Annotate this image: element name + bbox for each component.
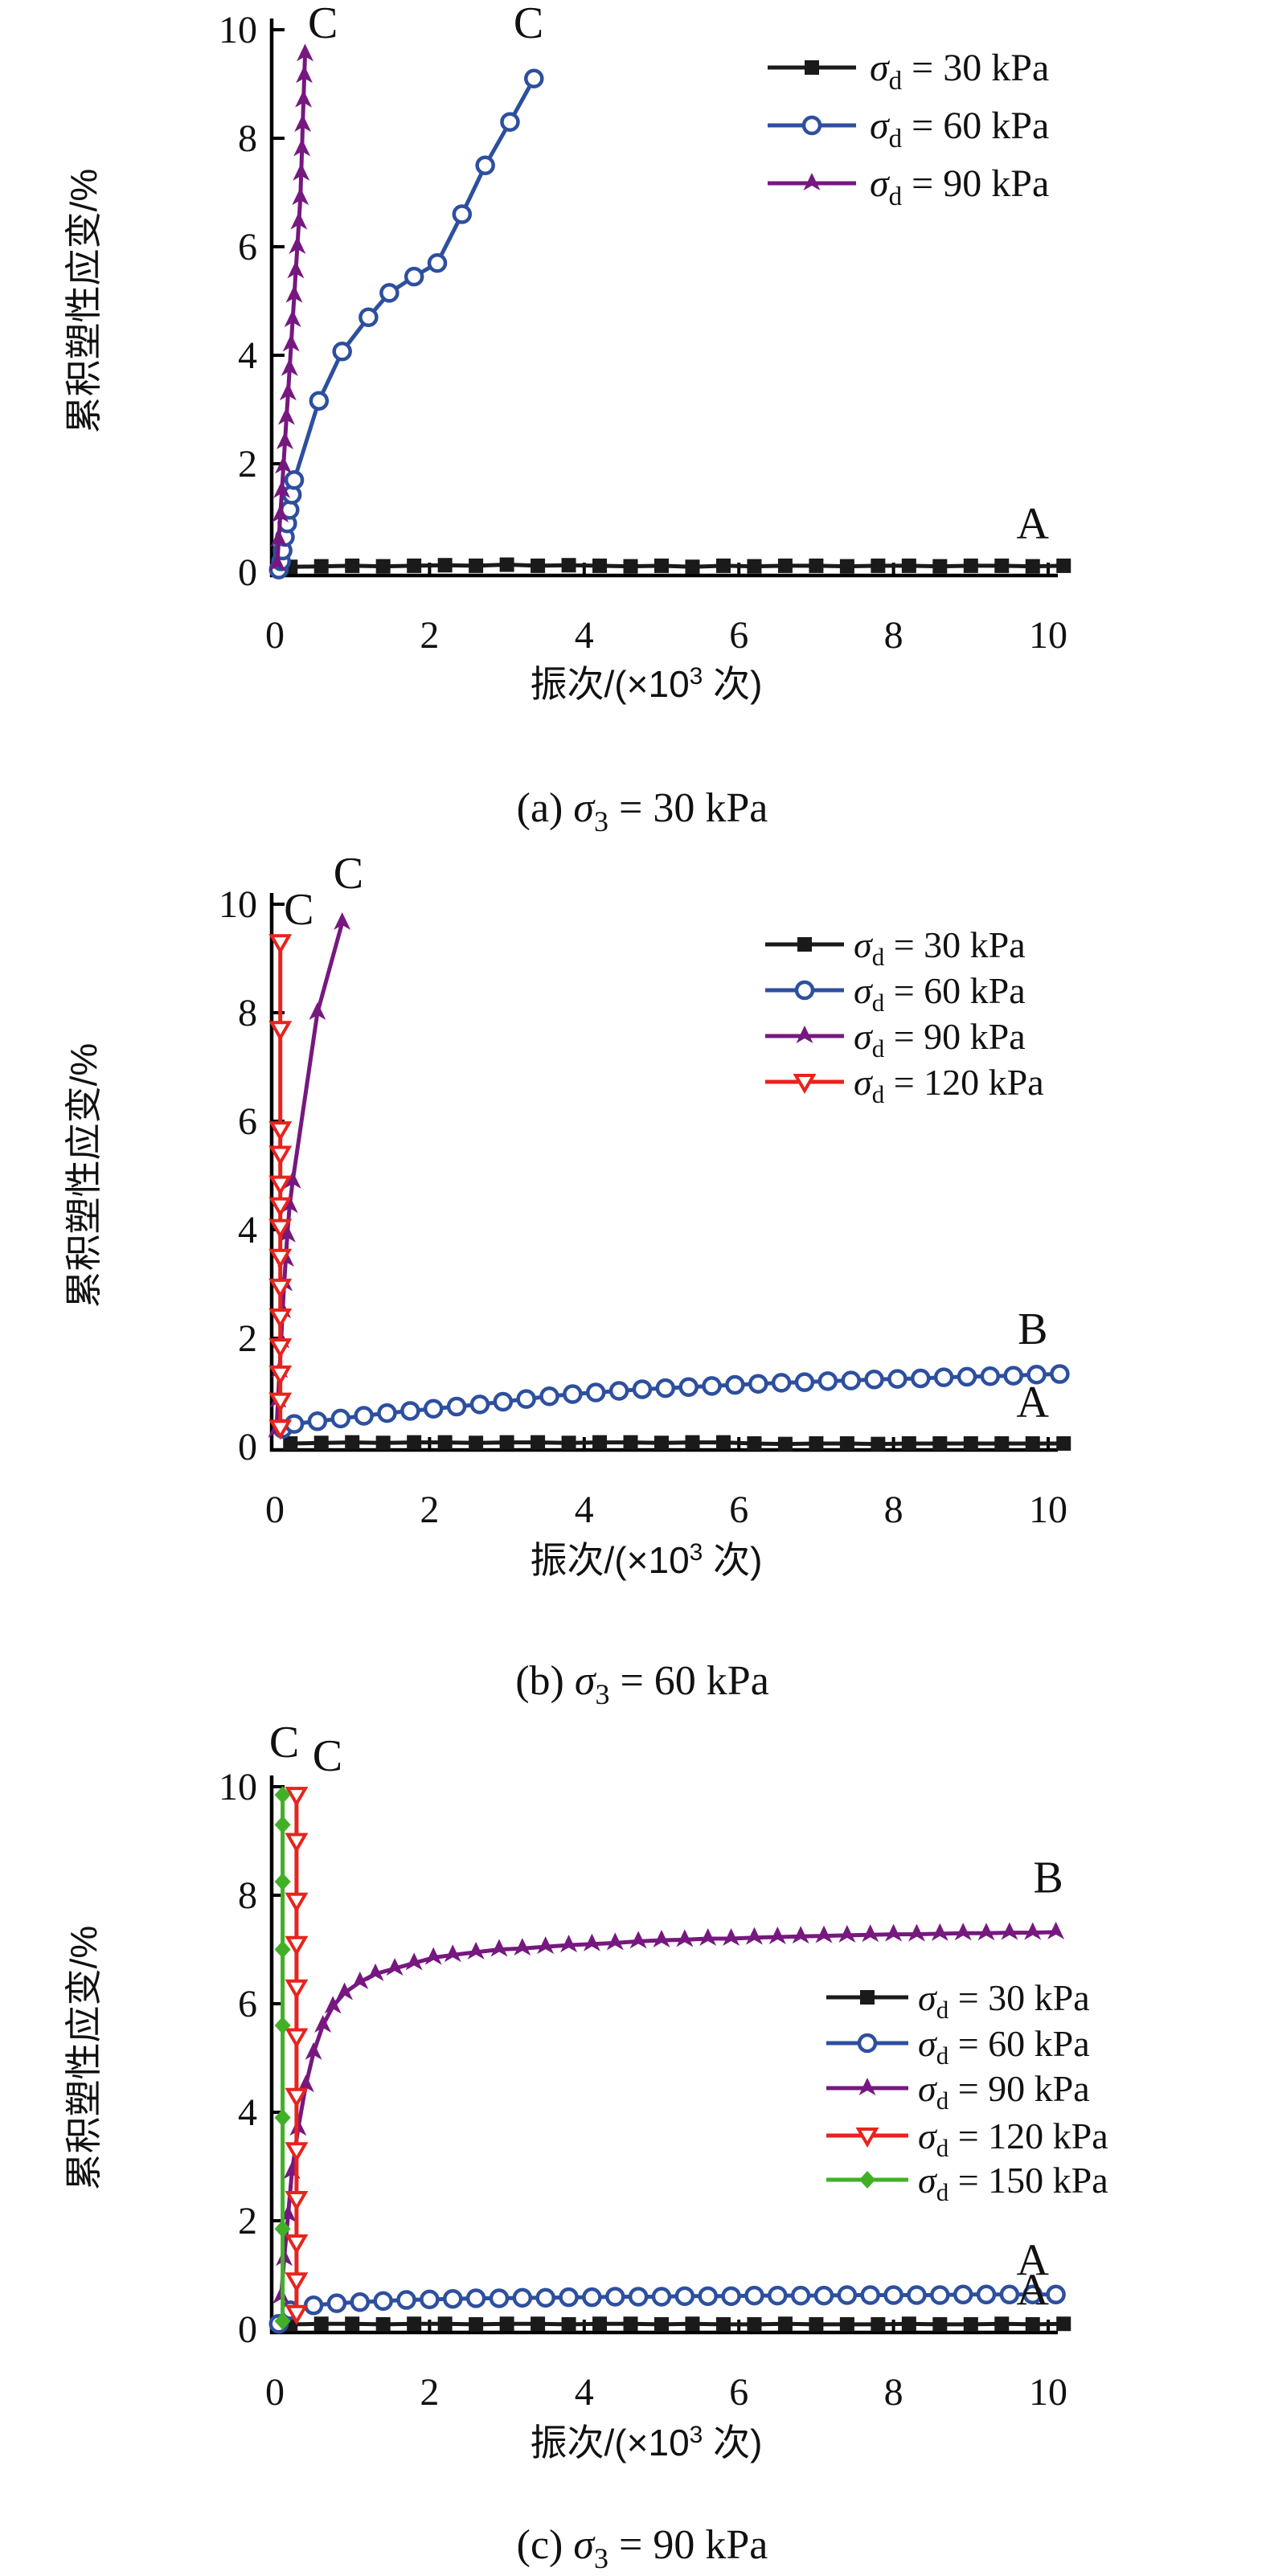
y-tick-label-b: 6 <box>238 1100 257 1143</box>
x-tick-label-a: 6 <box>729 614 748 657</box>
annotation-a-a: A <box>1017 499 1050 549</box>
annotation-c-a: C <box>308 0 338 48</box>
series-sigma_d_120 <box>285 1787 309 2325</box>
legend-label-sigma_d_150-c: σd = 150 kPa <box>918 2160 1108 2206</box>
annotation-c-a: C <box>514 0 543 48</box>
y-tick-label-a: 0 <box>238 551 257 594</box>
y-tick-label-c: 0 <box>238 2308 257 2351</box>
legend-label-sigma_d_60-b: σd = 60 kPa <box>854 970 1026 1017</box>
y-tick-label-c: 2 <box>238 2200 257 2242</box>
legend-label-sigma_d_30-a: σd = 30 kPa <box>870 47 1049 96</box>
x-tick-label-a: 8 <box>884 614 903 657</box>
y-tick-label-b: 2 <box>238 1317 257 1360</box>
series-sigma_d_90 <box>268 43 314 571</box>
x-tick-label-b: 6 <box>729 1489 748 1531</box>
x-tick-label-a: 10 <box>1029 614 1067 657</box>
x-tick-label-c: 0 <box>265 2371 285 2414</box>
legend-label-sigma_d_90-a: σd = 90 kPa <box>870 162 1049 211</box>
axes-a: 0 2 4 6 8 10 0 2 4 6 8 10 累积塑性应变/% 振次/(×103 次) <box>63 9 1067 705</box>
y-tick-label-a: 6 <box>238 226 257 268</box>
annotation-b-b: B <box>1018 1304 1047 1354</box>
chart-a-sigma3-30kpa: 0 2 4 6 8 10 0 2 4 6 8 10 累积塑性应变/% 振次/(×103 次) C C Aσd =… <box>63 0 1071 838</box>
legend-label-sigma_d_90-c: σd = 90 kPa <box>918 2068 1090 2115</box>
x-tick-label-c: 10 <box>1029 2371 1067 2414</box>
caption-a: (a) σ3 = 30 kPa <box>517 785 768 838</box>
x-tick-label-a: 4 <box>575 614 594 657</box>
y-tick-label-b: 10 <box>219 883 257 926</box>
annotations-b: CC BA <box>284 858 1049 1427</box>
annotations-c: C C B AA <box>269 1718 1063 2316</box>
x-tick-label-c: 4 <box>575 2371 594 2414</box>
x-tick-label-c: 2 <box>420 2371 439 2414</box>
series-sigma_d_30 <box>283 2316 1071 2332</box>
y-tick-label-a: 4 <box>238 334 257 377</box>
y-tick-label-c: 6 <box>238 1983 257 2025</box>
legend-label-sigma_d_90-b: σd = 90 kPa <box>854 1016 1026 1063</box>
annotation-c-c: C <box>313 1731 342 1781</box>
x-tick-label-b: 4 <box>575 1489 594 1531</box>
x-tick-label-b: 8 <box>884 1489 903 1531</box>
legend-label-sigma_d_60-a: σd = 60 kPa <box>870 104 1049 154</box>
annotation-b-c: B <box>1033 1853 1063 1903</box>
x-tick-label-c: 6 <box>729 2371 748 2414</box>
annotation-a-b: A <box>1017 1378 1050 1427</box>
y-axis-label-c: 累积塑性应变/% <box>63 1926 104 2191</box>
legend-a: σd = 30 kPa σd = 60 kPa σd = 90 kPa <box>768 47 1049 211</box>
y-axis-label-b: 累积塑性应变/% <box>63 1043 104 1308</box>
y-tick-label-c: 4 <box>238 2091 257 2134</box>
y-tick-label-a: 8 <box>238 117 257 160</box>
axes-b: 0 2 4 6 8 10 0 2 4 6 8 10 累积塑性应变/% 振次/(×103 次) <box>63 883 1067 1581</box>
series-sigma_d_60 <box>272 1364 1070 1439</box>
series-sigma_d_60 <box>268 2284 1066 2334</box>
legend-label-sigma_d_60-c: σd = 60 kPa <box>918 2023 1090 2070</box>
x-tick-label-b: 10 <box>1029 1489 1067 1531</box>
x-tick-label-a: 0 <box>265 614 285 657</box>
x-tick-label-a: 2 <box>420 614 439 657</box>
series-sigma_d_120 <box>268 934 293 1440</box>
annotation-a-c: A <box>1017 2236 1050 2286</box>
annotation-c-c: C <box>269 1718 299 1767</box>
y-tick-label-b: 4 <box>238 1209 257 1251</box>
series-sigma_d_60 <box>268 68 544 579</box>
y-tick-label-b: 8 <box>238 992 257 1034</box>
x-tick-label-b: 0 <box>265 1489 285 1531</box>
y-axis-label-a: 累积塑性应变/% <box>63 169 104 434</box>
y-tick-label-c: 8 <box>238 1874 257 1917</box>
axes-c: 0 2 4 6 8 10 0 2 4 6 8 10 累积塑性应变/% 振次/(×103 次) <box>63 1766 1067 2463</box>
annotation-c-b: C <box>334 858 363 899</box>
y-tick-label-c: 10 <box>219 1766 257 1808</box>
legend-label-sigma_d_120-b: σd = 120 kPa <box>854 1062 1044 1108</box>
x-axis-label-a: 振次/(×103 次) <box>531 663 763 705</box>
annotation-c-b: C <box>284 885 313 935</box>
legend-label-sigma_d_30-b: σd = 30 kPa <box>854 924 1026 971</box>
x-axis-label-c: 振次/(×103 次) <box>531 2422 763 2463</box>
x-tick-label-b: 2 <box>420 1489 439 1531</box>
series-sigma_d_30 <box>283 557 1071 575</box>
series-sigma_d_150 <box>274 1786 291 2330</box>
chart-c-sigma3-90kpa: 0 2 4 6 8 10 0 2 4 6 8 10 累积塑性应变/% 振次/(×103 次) C C B AAσd… <box>63 1718 1108 2574</box>
x-tick-label-c: 8 <box>884 2371 903 2414</box>
annotations-a: C C A <box>308 0 1050 549</box>
y-tick-label-a: 10 <box>219 9 257 51</box>
y-tick-label-a: 2 <box>238 443 257 485</box>
annotation-a-c: A <box>1017 2266 1050 2316</box>
chart-b-sigma3-60kpa: 0 2 4 6 8 10 0 2 4 6 8 10 累积塑性应变/% 振次/(×103 次) CC BAσd … <box>63 858 1071 1710</box>
legend-label-sigma_d_120-c: σd = 120 kPa <box>918 2115 1108 2162</box>
legend-label-sigma_d_30-c: σd = 30 kPa <box>918 1977 1090 2024</box>
series-sigma_d_30 <box>283 1435 1071 1452</box>
y-tick-label-b: 0 <box>238 1426 257 1468</box>
caption-b: (b) σ3 = 60 kPa <box>515 1658 769 1710</box>
caption-c: (c) σ3 = 90 kPa <box>517 2522 768 2574</box>
x-axis-label-b: 振次/(×103 次) <box>531 1539 763 1581</box>
